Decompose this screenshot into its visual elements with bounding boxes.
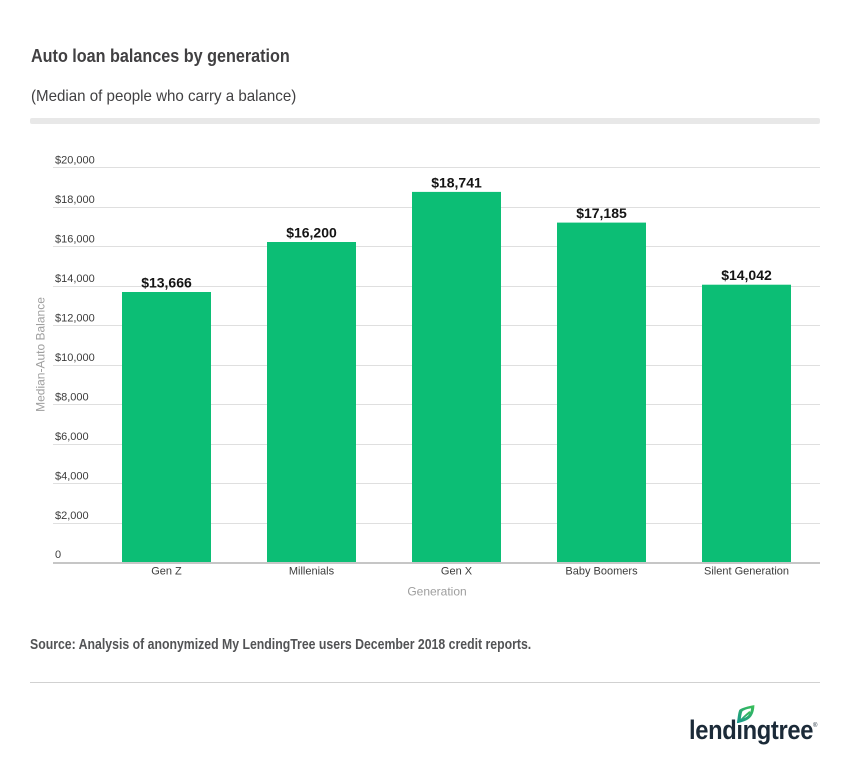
svg-text:$8,000: $8,000 [55,392,89,404]
svg-text:Baby Boomers: Baby Boomers [565,566,638,578]
svg-text:Median-Auto Balance: Median-Auto Balance [34,297,48,412]
svg-text:$18,000: $18,000 [55,194,95,206]
svg-text:Millenials: Millenials [289,566,335,578]
svg-text:$2,000: $2,000 [55,510,89,522]
svg-text:$16,200: $16,200 [286,225,337,241]
svg-text:$18,741: $18,741 [431,174,482,190]
svg-text:$14,000: $14,000 [55,273,95,285]
svg-text:$13,666: $13,666 [141,275,192,291]
svg-text:$4,000: $4,000 [55,471,89,483]
svg-text:$16,000: $16,000 [55,234,95,246]
svg-text:$14,042: $14,042 [721,267,772,283]
svg-text:0: 0 [55,549,61,561]
svg-text:Generation: Generation [407,585,466,599]
svg-text:Gen Z: Gen Z [151,566,182,578]
svg-text:$6,000: $6,000 [55,431,89,443]
svg-text:$20,000: $20,000 [55,155,95,167]
svg-text:$17,185: $17,185 [576,205,627,221]
svg-text:$12,000: $12,000 [55,313,95,325]
svg-text:Gen X: Gen X [441,566,473,578]
svg-text:$10,000: $10,000 [55,352,95,364]
svg-text:Silent Generation: Silent Generation [704,566,789,578]
